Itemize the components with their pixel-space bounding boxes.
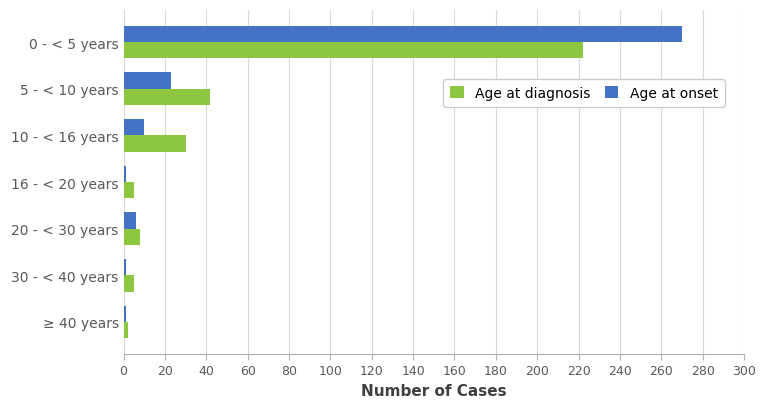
Bar xyxy=(123,43,583,59)
Bar xyxy=(123,182,134,199)
Bar xyxy=(123,27,682,43)
Bar xyxy=(123,322,128,339)
Bar xyxy=(123,73,171,90)
Bar xyxy=(123,259,126,276)
Bar xyxy=(123,276,134,292)
Bar xyxy=(123,213,136,229)
Bar xyxy=(123,120,144,136)
Bar xyxy=(123,90,210,106)
Bar xyxy=(123,166,126,182)
X-axis label: Number of Cases: Number of Cases xyxy=(361,383,506,398)
Bar xyxy=(123,306,126,322)
Bar xyxy=(123,229,140,245)
Legend: Age at diagnosis, Age at onset: Age at diagnosis, Age at onset xyxy=(443,80,725,108)
Bar xyxy=(123,136,186,152)
